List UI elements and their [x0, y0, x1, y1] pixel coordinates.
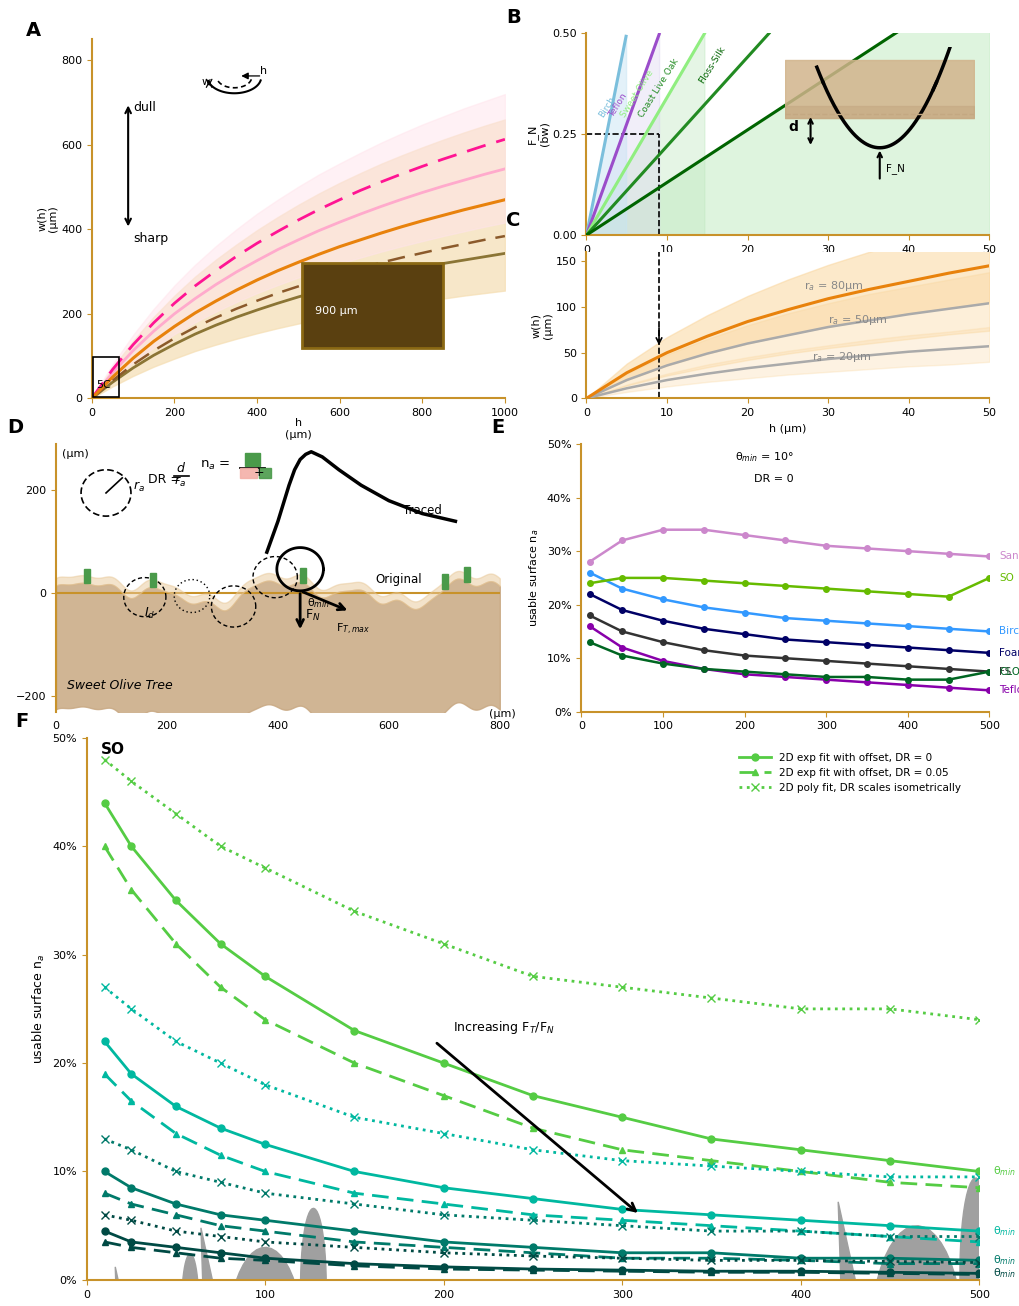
Text: +: + — [254, 466, 264, 479]
Y-axis label: usable surface n$_a$: usable surface n$_a$ — [527, 529, 541, 627]
Polygon shape — [959, 1178, 990, 1306]
Text: DR =: DR = — [148, 473, 180, 486]
Text: 5C: 5C — [96, 380, 111, 389]
Bar — [150, 573, 156, 588]
Text: Foam: Foam — [999, 648, 1019, 658]
Bar — [303, 263, 442, 347]
Text: r$_a$ = 80μm: r$_a$ = 80μm — [803, 278, 862, 293]
Text: θ$_{min}$ = 30°: θ$_{min}$ = 30° — [993, 1254, 1019, 1267]
X-axis label: h (μm): h (μm) — [768, 423, 806, 434]
Text: h: h — [260, 65, 267, 76]
Bar — [93, 358, 119, 397]
Y-axis label: w(h)
(μm): w(h) (μm) — [531, 312, 552, 338]
Bar — [84, 569, 90, 584]
Text: r$_a$: r$_a$ — [174, 475, 186, 490]
Text: DR = 0: DR = 0 — [753, 474, 793, 483]
Text: SO: SO — [101, 742, 125, 757]
Legend: All claws, High load, before, Normal load, before, High load, after, Normal load: All claws, High load, before, Normal loa… — [147, 468, 433, 517]
Text: d: d — [788, 120, 798, 135]
Text: Traced: Traced — [403, 504, 441, 517]
Text: θ$_{min}$ = 10°: θ$_{min}$ = 10° — [993, 1165, 1019, 1178]
Bar — [259, 469, 271, 478]
Text: Birch: Birch — [597, 94, 616, 119]
X-axis label: Tip radius r$_a$ (μm): Tip radius r$_a$ (μm) — [735, 737, 835, 751]
Legend: 2D exp fit with offset, DR = 0, 2D exp fit with offset, DR = 0.05, 2D poly fit, : 2D exp fit with offset, DR = 0, 2D exp f… — [735, 748, 964, 797]
Text: Increasing F$_T$/F$_N$: Increasing F$_T$/F$_N$ — [452, 1019, 553, 1036]
Text: sharp: sharp — [132, 232, 168, 246]
Text: r$_a$ = 50μm: r$_a$ = 50μm — [827, 313, 887, 328]
Text: d: d — [176, 462, 184, 475]
Text: Coast Live Oak: Coast Live Oak — [636, 57, 680, 119]
Text: F$_N$: F$_N$ — [305, 609, 320, 623]
Text: (μm): (μm) — [488, 709, 515, 718]
Text: n$_a$ =: n$_a$ = — [200, 460, 230, 473]
Bar — [464, 567, 470, 582]
Text: θ$_{min}$ = 40°: θ$_{min}$ = 40° — [993, 1267, 1019, 1280]
Text: Original: Original — [375, 573, 421, 586]
Text: F$_{T,max}$: F$_{T,max}$ — [336, 622, 370, 637]
Polygon shape — [301, 1208, 326, 1306]
Text: 900 μm: 900 μm — [315, 306, 357, 316]
Polygon shape — [132, 1280, 183, 1306]
Text: θ$_{min}$ = 20°: θ$_{min}$ = 20° — [993, 1224, 1019, 1238]
Text: dull: dull — [132, 101, 156, 114]
Text: Teflon: Teflon — [999, 686, 1019, 695]
Text: Floss-Silk: Floss-Silk — [697, 46, 727, 85]
Text: r$_a$ = 20μm: r$_a$ = 20μm — [811, 350, 870, 364]
Text: B: B — [505, 8, 520, 26]
Text: Sandpaper: Sandpaper — [999, 551, 1019, 562]
Bar — [245, 453, 260, 466]
Text: Sweet Olive Tree: Sweet Olive Tree — [67, 679, 173, 692]
Polygon shape — [115, 1267, 132, 1306]
Text: (μm): (μm) — [61, 449, 89, 458]
X-axis label: h
(μm): h (μm) — [284, 418, 312, 440]
Polygon shape — [181, 1254, 199, 1306]
X-axis label: d (μm): d (μm) — [768, 260, 806, 270]
Text: A: A — [25, 21, 41, 39]
Text: E: E — [491, 418, 504, 438]
Text: FS: FS — [999, 666, 1011, 677]
Text: SO: SO — [999, 573, 1013, 582]
Bar — [441, 575, 447, 589]
Text: Sweet Olive: Sweet Olive — [619, 68, 655, 119]
Polygon shape — [226, 1247, 304, 1306]
Text: C: C — [505, 210, 520, 230]
Text: CLO: CLO — [999, 666, 1019, 677]
Text: θ$_{min}$: θ$_{min}$ — [307, 597, 329, 610]
Text: F_N: F_N — [886, 163, 904, 174]
Polygon shape — [838, 1202, 869, 1306]
Y-axis label: w(h)
(μm): w(h) (μm) — [37, 205, 58, 232]
Text: Birch: Birch — [999, 627, 1019, 636]
Text: θ$_{min}$ = 10°: θ$_{min}$ = 10° — [734, 451, 793, 464]
Bar — [240, 469, 257, 478]
Text: I$_d$: I$_d$ — [144, 606, 155, 620]
Text: Teflon: Teflon — [606, 91, 628, 119]
Y-axis label: F_N
(bw): F_N (bw) — [526, 121, 548, 146]
Bar — [300, 568, 306, 582]
Polygon shape — [201, 1228, 226, 1306]
Text: F: F — [15, 712, 29, 731]
Text: w: w — [201, 77, 210, 86]
Polygon shape — [869, 1226, 963, 1306]
Y-axis label: usable surface n$_a$: usable surface n$_a$ — [31, 953, 47, 1064]
Text: r$_a$: r$_a$ — [132, 481, 145, 495]
Text: D: D — [7, 418, 23, 438]
